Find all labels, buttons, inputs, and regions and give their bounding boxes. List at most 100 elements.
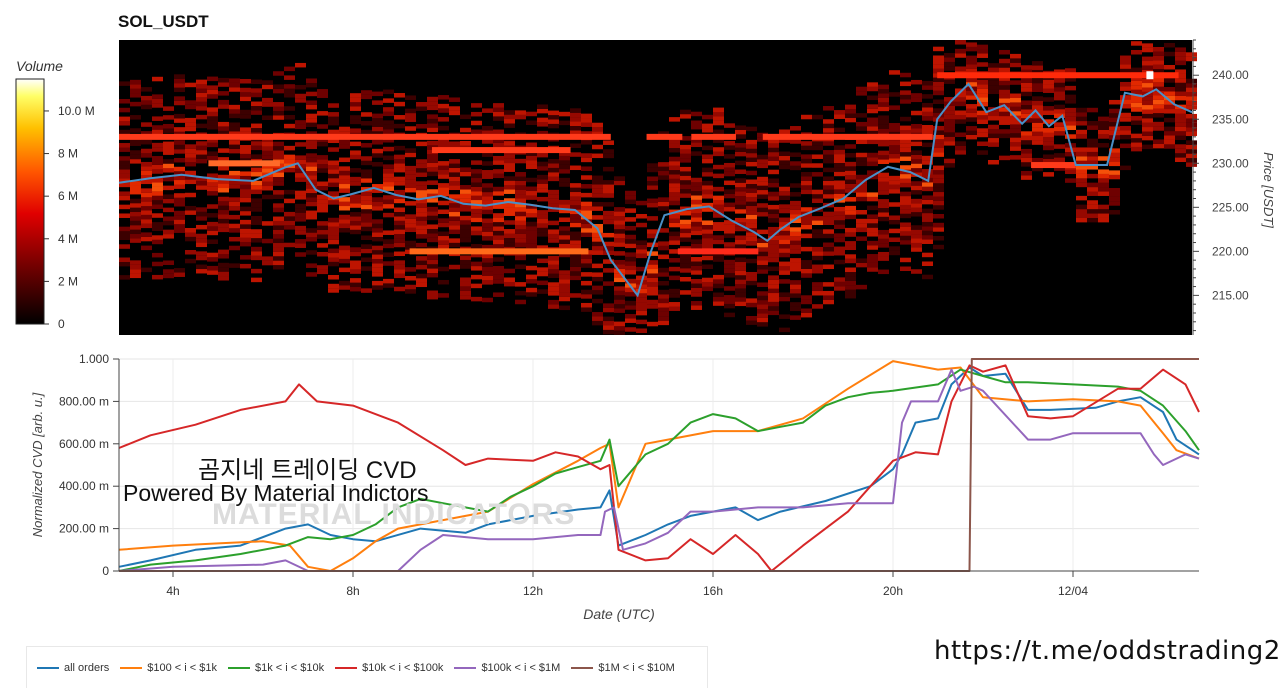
heatmap-cell [658,201,669,207]
heatmap-cell [1043,79,1054,85]
heatmap-cell [724,259,735,265]
heatmap-cell [328,164,339,170]
heatmap-cell [922,226,933,231]
legend-label: all orders [64,661,110,674]
legend-item[interactable]: $100k < i < $1M [454,662,560,674]
heatmap-cell [790,302,801,307]
heatmap-cell [339,267,350,273]
heatmap-cell [845,175,856,180]
heatmap-cell [911,207,922,213]
heatmap-cell [1186,144,1197,150]
heatmap-cell [999,116,1010,121]
heatmap-cell [757,317,768,323]
heatmap-cell [482,126,493,131]
heatmap-cell [548,286,559,292]
heatmap-cell [493,199,504,205]
heatmap-cell [185,100,196,105]
heatmap-cell [933,196,944,201]
heatmap-cell [163,234,174,239]
heatmap-cell [328,160,339,166]
legend-item[interactable]: all orders [37,662,109,674]
heatmap-cell [284,242,295,248]
heatmap-cell [295,93,306,99]
heatmap-cell [207,226,218,231]
heatmap-cell [240,171,251,176]
heatmap-cell [207,252,218,258]
heatmap-cell [174,210,185,216]
heatmap-cell [768,297,779,302]
heatmap-cell [240,197,251,203]
heatmap-cell [526,195,537,200]
legend-item[interactable]: $1M < i < $10M [571,662,675,674]
heatmap-cell [944,163,955,168]
heatmap-cell [350,181,361,186]
heatmap-cell [174,228,185,233]
heatmap-cell [1109,188,1120,193]
heatmap-cell [394,251,405,257]
heatmap-cell [427,101,438,106]
heatmap-cell [493,270,504,275]
heatmap-cell [790,266,801,272]
footer-link[interactable]: https://t.me/oddstrading2 [934,636,1280,666]
heatmap-cell [1098,121,1109,126]
heatmap-cell [350,264,361,270]
heatmap-cell [966,104,977,109]
heatmap-cell [790,236,801,241]
heatmap-cell [724,268,735,274]
heatmap-cell [1153,64,1164,70]
heatmap-cell [757,159,768,164]
heatmap-cell [1054,113,1065,119]
heatmap-cell [526,142,537,148]
heatmap-cell [922,102,933,108]
heatmap-cell [625,208,636,213]
heatmap-cell [680,171,691,176]
heatmap-cell [1175,47,1186,52]
heatmap-cell [1120,117,1131,122]
heatmap-cell [383,177,394,183]
heatmap-cell [1087,182,1098,188]
heatmap-cell [119,147,130,152]
heatmap-cell [636,249,647,254]
heatmap-cell [438,187,449,193]
heatmap-cell [405,240,416,246]
heatmap-cell [119,195,130,201]
heatmap-cell [812,172,823,177]
heatmap-cell [306,214,317,220]
heatmap-cell [922,116,933,121]
heatmap-cell [845,144,856,149]
heatmap-cell [922,261,933,266]
legend-item[interactable]: $1k < i < $10k [227,662,324,674]
heatmap-cell [482,152,493,157]
heatmap-cell [262,97,273,103]
heatmap-cell [746,214,757,220]
heatmap-cell [702,114,713,120]
legend-item[interactable]: $100 < i < $1k [120,662,217,674]
heatmap-cell [372,254,383,259]
heatmap-cell [1153,139,1164,144]
heatmap-cell [735,134,746,139]
colorbar-tick-label: 10.0 M [58,104,95,118]
heatmap-cell [526,239,537,244]
heatmap-cell [504,277,515,283]
heatmap-cell [240,180,251,185]
heatmap-cell [823,185,834,190]
heatmap-cell [933,191,944,197]
heatmap-cell [603,268,614,273]
heatmap-cell [295,225,306,231]
heatmap-cell [119,178,130,183]
heatmap-cell [493,142,504,148]
heatmap-cell [977,79,988,85]
heatmap-cell [713,279,724,284]
heatmap-cell [713,173,724,179]
heatmap-cell [922,129,933,134]
heatmap-cell [878,150,889,156]
heatmap-cell [559,230,570,236]
legend-item[interactable]: $10k < i < $100k [335,662,443,674]
heatmap-cell [768,240,779,245]
heatmap-cell [1021,162,1032,167]
heatmap-cell [284,159,295,164]
heatmap-cell [416,216,427,221]
heatmap-cell [174,215,185,220]
heatmap-cell [229,197,240,202]
heatmap-cell [834,206,845,212]
